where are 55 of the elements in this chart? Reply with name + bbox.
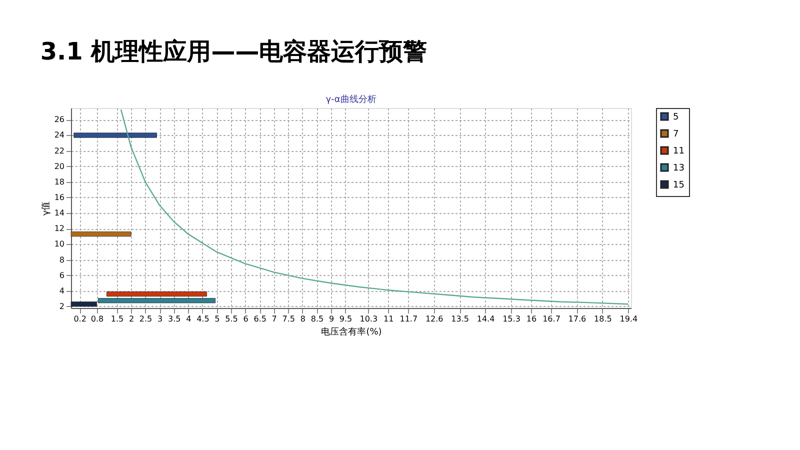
y-tick-label: 6 bbox=[59, 270, 64, 280]
y-tick-label: 8 bbox=[59, 255, 64, 264]
legend-label: 15 bbox=[673, 180, 684, 190]
x-tick-label: 0.2 bbox=[74, 314, 86, 324]
y-tick-label: 12 bbox=[54, 224, 64, 234]
legend-label: 11 bbox=[673, 146, 684, 156]
x-tick-label: 11 bbox=[384, 314, 394, 324]
x-tick-label: 16 bbox=[526, 314, 537, 324]
y-tick-label: 20 bbox=[54, 162, 64, 171]
y-tick-label: 2 bbox=[59, 302, 64, 311]
x-tick-label: 2.5 bbox=[139, 314, 152, 324]
legend-label: 7 bbox=[673, 130, 679, 140]
x-axis-title: 电压含有率(%) bbox=[321, 326, 382, 338]
chart-subtitle: γ-α曲线分析 bbox=[326, 94, 376, 105]
y-tick-label: 26 bbox=[54, 115, 64, 124]
x-tick-label: 15.3 bbox=[502, 314, 520, 324]
x-tick-label: 2 bbox=[128, 314, 134, 324]
y-tick-label: 22 bbox=[54, 146, 64, 156]
x-tick-label: 1.5 bbox=[110, 314, 124, 324]
legend-label: 5 bbox=[673, 112, 679, 122]
y-tick-label: 10 bbox=[54, 240, 64, 249]
y-tick-label: 14 bbox=[54, 208, 64, 218]
x-tick-label: 0.8 bbox=[90, 314, 104, 324]
y-tick-label: 4 bbox=[59, 286, 64, 296]
x-tick-label: 10.3 bbox=[360, 314, 378, 324]
legend-label: 13 bbox=[673, 164, 684, 174]
chart-title: 3.1 机理性应用——电容器运行预警 bbox=[40, 38, 428, 66]
x-tick-label: 14.4 bbox=[476, 314, 495, 324]
y-tick-label: 18 bbox=[54, 177, 64, 186]
y-tick-label: 16 bbox=[54, 192, 64, 202]
y-axis-title: γ值 bbox=[40, 201, 52, 216]
x-tick-label: 7.5 bbox=[282, 314, 296, 324]
x-tick-label: 3 bbox=[158, 314, 163, 324]
x-tick-label: 17.6 bbox=[568, 314, 586, 324]
x-tick-label: 4 bbox=[186, 314, 192, 324]
x-tick-label: 7 bbox=[272, 314, 277, 324]
x-tick-label: 16.7 bbox=[542, 314, 560, 324]
x-tick-label: 12.6 bbox=[425, 314, 444, 324]
x-tick-label: 18.5 bbox=[594, 314, 612, 324]
x-tick-label: 11.7 bbox=[400, 314, 418, 324]
x-tick-label: 8.5 bbox=[310, 314, 324, 324]
x-tick-label: 13.5 bbox=[451, 314, 469, 324]
x-tick-label: 6.5 bbox=[254, 314, 266, 324]
x-tick-label: 6 bbox=[243, 314, 248, 324]
y-tick-label: 24 bbox=[54, 130, 64, 140]
x-tick-label: 9 bbox=[328, 314, 334, 324]
x-tick-label: 4.5 bbox=[196, 314, 210, 324]
x-tick-label: 9.5 bbox=[339, 314, 352, 324]
x-tick-label: 5.5 bbox=[225, 314, 238, 324]
x-tick-label: 19.4 bbox=[620, 314, 638, 324]
x-tick-label: 8 bbox=[300, 314, 306, 324]
bar bbox=[74, 132, 157, 138]
bar bbox=[70, 232, 132, 237]
x-tick-label: 3.5 bbox=[168, 314, 181, 324]
x-tick-label: 5 bbox=[214, 314, 220, 324]
